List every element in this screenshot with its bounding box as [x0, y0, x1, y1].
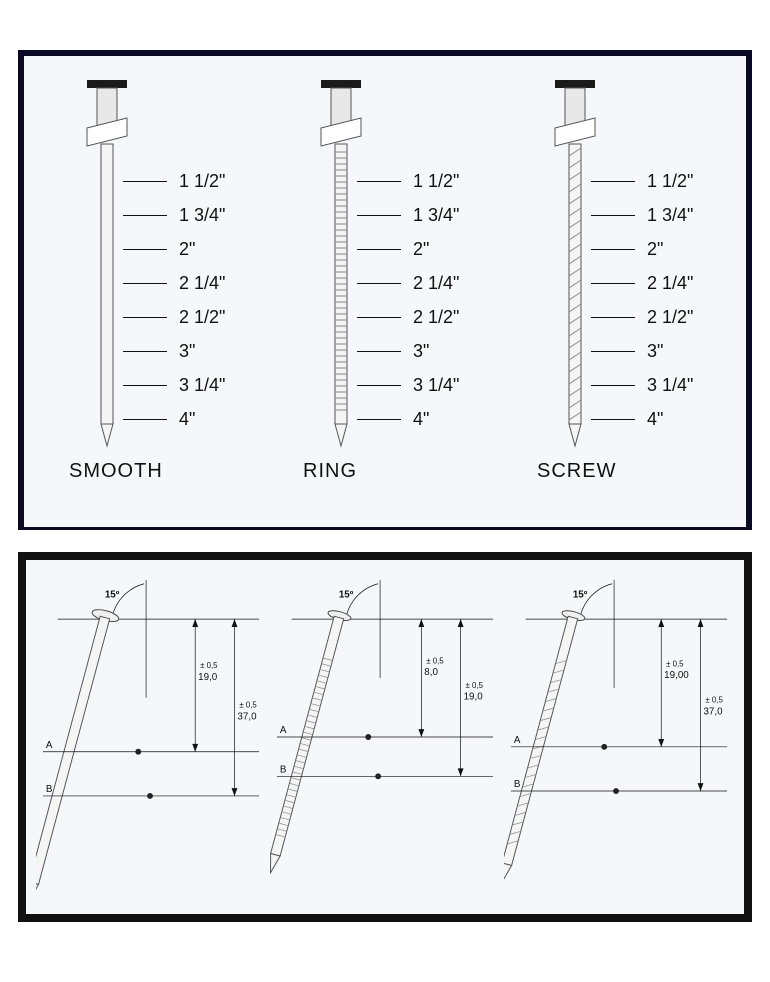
nail-name-ring: RING [303, 460, 495, 483]
size-label: 1 3/4" [413, 205, 459, 226]
angle-label: 15º [339, 590, 354, 601]
size-label: 4" [179, 409, 195, 430]
size-label: 2" [179, 239, 195, 260]
size-label: 3" [413, 341, 429, 362]
angle-diagram-ring: 15º [270, 570, 500, 904]
tol: ± 0,5 [426, 656, 444, 665]
dim1: 19,00 [664, 670, 689, 681]
size-label: 4" [647, 409, 663, 430]
angle-label: 15º [573, 590, 588, 601]
size-label: 3" [647, 341, 663, 362]
size-label: 2 1/4" [647, 273, 693, 294]
tol: ± 0,5 [239, 701, 257, 710]
size-label: 3 1/4" [413, 375, 459, 396]
row-b: B [514, 779, 521, 790]
row-b: B [46, 784, 53, 795]
size-label: 1 1/2" [647, 171, 693, 192]
angle-label: 15º [105, 590, 120, 601]
nail-name-screw: SCREW [537, 460, 729, 483]
tol: ± 0,5 [705, 696, 723, 705]
tol: ± 0,5 [200, 661, 218, 670]
size-list-smooth: 1 1/2" 1 3/4" 2" 2 1/4" 2 1/2" 3" 3 1/4"… [123, 164, 225, 436]
row-a: A [280, 725, 287, 736]
dim2: 37,0 [237, 711, 257, 722]
nail-row: 1 1/2" 1 3/4" 2" 2 1/4" 2 1/2" 3" 3 1/4"… [24, 56, 746, 527]
size-label: 1 1/2" [179, 171, 225, 192]
nail-size-panel: 1 1/2" 1 3/4" 2" 2 1/4" 2 1/2" 3" 3 1/4"… [18, 50, 752, 530]
angle-diagram-screw: 15º [504, 570, 734, 904]
angle-panel: 15º A B ± 0,5 19,0 [18, 552, 752, 922]
size-list-ring: 1 1/2" 1 3/4" 2" 2 1/4" 2 1/2" 3" 3 1/4"… [357, 164, 459, 436]
size-label: 4" [413, 409, 429, 430]
size-label: 2 1/2" [647, 307, 693, 328]
size-list-screw: 1 1/2" 1 3/4" 2" 2 1/4" 2 1/2" 3" 3 1/4"… [591, 164, 693, 436]
nail-col-screw: 1 1/2" 1 3/4" 2" 2 1/4" 2 1/2" 3" 3 1/4"… [509, 74, 729, 527]
dim1: 8,0 [424, 667, 438, 678]
size-label: 2" [413, 239, 429, 260]
size-label: 2 1/2" [413, 307, 459, 328]
size-label: 2" [647, 239, 663, 260]
nail-col-smooth: 1 1/2" 1 3/4" 2" 2 1/4" 2 1/2" 3" 3 1/4"… [41, 74, 261, 527]
dim2: 19,0 [464, 692, 484, 703]
tol: ± 0,5 [466, 681, 484, 690]
size-label: 1 1/2" [413, 171, 459, 192]
dim1: 19,0 [198, 672, 218, 683]
row-a: A [46, 740, 53, 751]
tol: ± 0,5 [666, 659, 684, 668]
angle-row: 15º A B ± 0,5 19,0 [26, 560, 744, 914]
dim2: 37,0 [703, 706, 723, 717]
size-label: 1 3/4" [647, 205, 693, 226]
angle-diagram-smooth: 15º A B ± 0,5 19,0 [36, 570, 266, 904]
row-a: A [514, 735, 521, 746]
size-label: 2 1/4" [179, 273, 225, 294]
size-label: 3" [179, 341, 195, 362]
size-label: 1 3/4" [179, 205, 225, 226]
size-label: 2 1/2" [179, 307, 225, 328]
size-label: 3 1/4" [647, 375, 693, 396]
nail-col-ring: 1 1/2" 1 3/4" 2" 2 1/4" 2 1/2" 3" 3 1/4"… [275, 74, 495, 527]
nail-name-smooth: SMOOTH [69, 460, 261, 483]
size-label: 3 1/4" [179, 375, 225, 396]
size-label: 2 1/4" [413, 273, 459, 294]
row-b: B [280, 764, 287, 775]
